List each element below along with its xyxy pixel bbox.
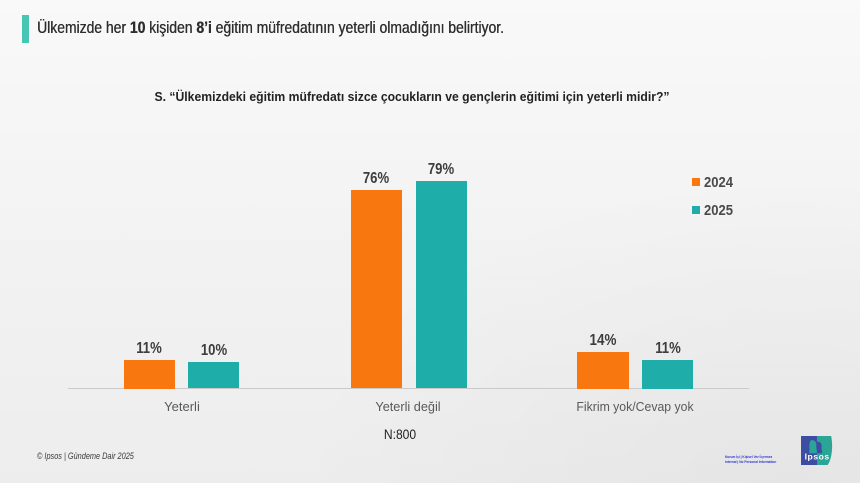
svg-text:Ipsos: Ipsos — [805, 451, 830, 461]
